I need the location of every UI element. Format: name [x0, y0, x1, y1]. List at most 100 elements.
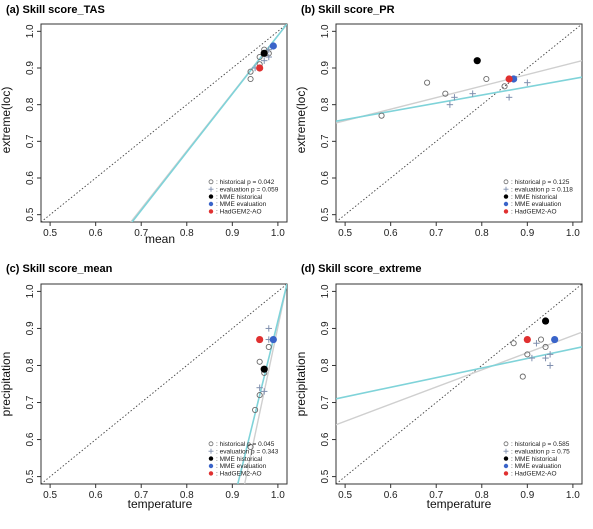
legend-mme-historical: : MME historical [511, 194, 558, 201]
evaluation-point [265, 46, 272, 53]
evaluation-point [265, 53, 272, 61]
y-tick-label: 1.0 [25, 284, 36, 298]
legend-mme-evaluation: : MME evaluation [216, 201, 267, 208]
evaluation-point [469, 90, 476, 97]
legend-mme-historical: : MME historical [216, 456, 263, 463]
historical-point [247, 68, 254, 75]
y-tick-label: 0.7 [25, 395, 36, 409]
y-tick-label: 0.9 [320, 61, 331, 75]
legend-hadgem: : HadGEM2-AO [216, 471, 262, 478]
y-tick-label: 0.8 [320, 97, 331, 111]
legend-symbol [208, 194, 214, 199]
y-axis-label: precipitation [0, 352, 13, 417]
fit-line-evaluation [131, 24, 287, 222]
legend-symbol [503, 209, 509, 214]
y-tick-label: 0.7 [320, 134, 331, 148]
evaluation-point [256, 384, 263, 391]
y-tick-label: 0.6 [25, 171, 36, 185]
legend-evaluation: : evaluation p = 0.75 [511, 448, 570, 455]
legend-symbol [503, 201, 509, 207]
panel-title: (b) Skill score_PR [301, 4, 395, 16]
plot-frame [40, 23, 288, 223]
legend-symbol [503, 194, 509, 199]
evaluation-point [446, 101, 454, 108]
legend-hadgem: : HadGEM2-AO [511, 471, 557, 478]
evaluation-point [451, 94, 458, 101]
legend-symbol [503, 441, 509, 447]
y-tick-label: 1.0 [320, 284, 331, 298]
evaluation-point [528, 354, 536, 362]
mme-historical-point [541, 317, 550, 325]
legend-mme-evaluation: : MME evaluation [511, 463, 562, 470]
legend-symbol [503, 456, 509, 461]
legend-hadgem: : HadGEM2-AO [216, 209, 262, 216]
legend-symbol [208, 209, 214, 214]
legend: : historical p = 0.042: evaluation p = 0… [208, 179, 279, 216]
x-tick-label: 1.0 [566, 490, 580, 501]
legend-symbol [503, 463, 509, 469]
mme-evaluation-point [269, 335, 277, 344]
x-tick-label: 0.8 [180, 490, 194, 501]
y-tick-label: 0.9 [25, 61, 36, 75]
mme-historical-point [260, 365, 268, 373]
x-tick-label: 0.7 [429, 490, 443, 501]
evaluation-point [261, 388, 268, 395]
y-tick-label: 0.8 [25, 97, 36, 111]
identity-line [41, 24, 287, 222]
identity-line [336, 284, 582, 484]
y-tick-label: 0.8 [320, 358, 331, 372]
historical-point [537, 336, 545, 343]
x-tick-label: 0.5 [338, 228, 352, 239]
y-tick-label: 0.6 [320, 432, 331, 446]
x-tick-label: 0.8 [475, 490, 489, 501]
mme-historical-point [260, 49, 268, 57]
identity-line [336, 24, 582, 222]
legend: : historical p = 0.585: evaluation p = 0… [503, 441, 570, 478]
historical-point [256, 392, 263, 399]
legend-symbol [208, 441, 214, 447]
y-tick-label: 1.0 [25, 24, 36, 38]
x-axis-label: temperature [427, 497, 492, 511]
y-tick-label: 0.9 [25, 321, 36, 335]
historical-point [256, 358, 263, 365]
plot-frame [335, 283, 583, 485]
historical-point [252, 406, 259, 413]
hadgem-point [505, 75, 513, 83]
fit-line-historical [336, 331, 582, 426]
plot-area [336, 24, 582, 222]
x-tick-label: 0.5 [43, 228, 57, 239]
legend-symbol [208, 471, 214, 476]
historical-point [247, 443, 254, 451]
y-tick-label: 0.6 [25, 432, 36, 446]
y-axis-label: extreme(loc) [294, 87, 308, 154]
legend-symbol [208, 456, 214, 461]
y-tick-label: 0.5 [25, 469, 36, 483]
y-tick-label: 0.5 [320, 469, 331, 483]
historical-point [256, 53, 263, 61]
y-axis-label: extreme(loc) [0, 87, 13, 154]
legend-evaluation: : evaluation p = 0.343 [216, 448, 279, 455]
x-tick-label: 1.0 [566, 228, 580, 239]
historical-point [247, 75, 254, 83]
x-tick-label: 0.9 [520, 490, 534, 501]
historical-point [483, 75, 490, 83]
evaluation-point [524, 79, 531, 86]
y-tick-label: 0.9 [320, 321, 331, 335]
x-tick-label: 0.7 [429, 228, 443, 239]
x-tick-label: 0.6 [384, 228, 398, 239]
identity-line [41, 284, 287, 484]
evaluation-point [546, 351, 554, 358]
y-tick-label: 0.5 [320, 207, 331, 221]
y-tick-label: 0.8 [25, 358, 36, 372]
historical-point [524, 351, 531, 358]
evaluation-point [505, 94, 513, 101]
evaluation-point [261, 57, 268, 64]
plot-frame [40, 283, 288, 485]
x-tick-label: 0.8 [475, 228, 489, 239]
y-tick-label: 0.7 [320, 395, 331, 409]
historical-point [378, 112, 385, 119]
fit-line-evaluation [336, 346, 582, 400]
legend-historical: : historical p = 0.042 [216, 179, 275, 186]
mme-historical-point [473, 57, 481, 65]
y-axis-label: precipitation [294, 352, 308, 417]
